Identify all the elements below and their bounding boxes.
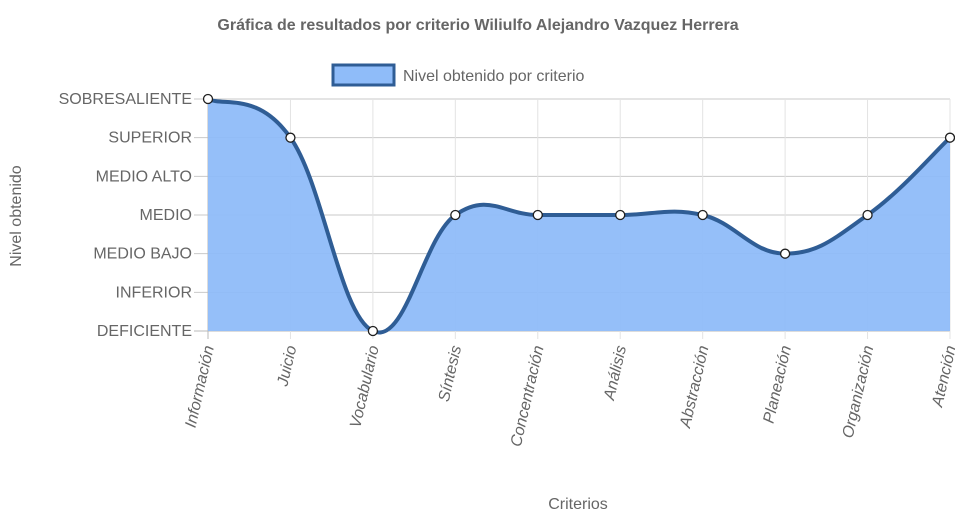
x-tick-label: Información [183,344,218,429]
chart-title: Gráfica de resultados por criterio Wiliu… [217,17,738,34]
data-point-5[interactable] [615,209,626,221]
y-axis-ticks: DEFICIENTE INFERIOR MEDIO BAJO MEDIO MEDIO A… [59,91,192,340]
data-point-3[interactable] [450,209,461,221]
data-point-8[interactable] [862,209,873,221]
x-tick-label: Organización [840,344,878,440]
x-tick-label: Análisis [601,344,630,403]
x-tick-label: Abstracción [677,344,713,430]
y-tick-label: MEDIO ALTO [96,168,192,185]
series-points [202,93,955,337]
x-axis-title: Criterios [548,496,608,513]
data-point-0[interactable] [202,93,214,105]
x-tick-label: Vocabulario [347,344,382,430]
data-point-7[interactable] [779,248,791,259]
data-point-2[interactable] [367,325,379,337]
legend-swatch [331,63,396,87]
y-axis-title: Nivel obtenido [8,165,25,267]
x-tick-label: Atención [929,344,955,410]
legend-label: Nivel obtenido por criterio [403,68,585,85]
x-tick-label: Juicio [274,344,300,389]
y-tick-label: MEDIO [140,207,192,224]
data-point-1[interactable] [285,132,296,143]
x-tick-label: Concentración [508,344,548,448]
data-point-6[interactable] [697,209,708,221]
legend: Nivel obtenido por criterio [331,63,585,87]
x-axis-ticks: Información Juicio Vocabulario Síntesis Conc… [183,344,955,448]
y-tick-label: SUPERIOR [108,130,192,147]
data-point-9[interactable] [944,132,955,143]
data-point-4[interactable] [532,209,543,221]
y-tick-label: DEFICIENTE [97,323,192,340]
y-tick-label: INFERIOR [116,284,192,301]
y-tick-label: MEDIO BAJO [93,246,192,263]
x-tick-label: Planeación [761,344,795,425]
y-tick-label: SOBRESALIENTE [59,91,192,108]
x-tick-label: Síntesis [436,344,465,403]
series-area [206,97,952,335]
